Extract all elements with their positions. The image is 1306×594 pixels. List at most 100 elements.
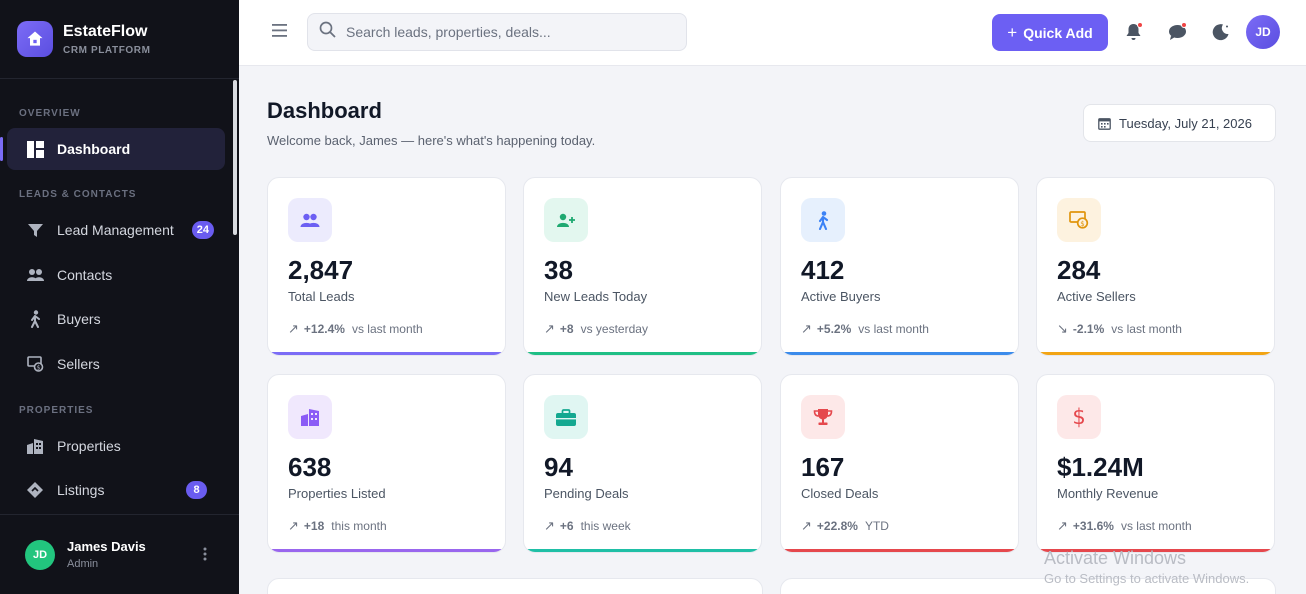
brand-subtitle: CRM PLATFORM xyxy=(63,44,151,56)
stat-card-closed-deals[interactable]: 167 Closed Deals ↗ +22.8% YTD xyxy=(780,374,1019,553)
search-icon xyxy=(319,21,336,43)
stat-card-total-leads[interactable]: 2,847 Total Leads ↗ +12.4% vs last month xyxy=(267,177,506,356)
sidebar-item-label: Lead Management xyxy=(57,222,174,238)
stat-card-active-sellers[interactable]: $ 284 Active Sellers ↘ -2.1% vs last mon… xyxy=(1036,177,1275,356)
sidebar-item-sellers[interactable]: $ Sellers xyxy=(7,343,225,385)
trend-up-icon: ↗ xyxy=(288,321,299,336)
stat-value: 284 xyxy=(1057,255,1101,285)
trend-up-icon: ↗ xyxy=(544,518,555,533)
stat-card-new-leads-today[interactable]: 38 New Leads Today ↗ +8 vs yesterday xyxy=(523,177,762,356)
sidebar-item-label: Listings xyxy=(57,482,105,498)
quick-add-button[interactable]: + Quick Add xyxy=(992,14,1108,51)
sidebar-scrollbar[interactable] xyxy=(233,80,237,235)
page-subtitle: Welcome back, James — here's what's happ… xyxy=(267,133,596,148)
date-chip[interactable]: Tuesday, July 21, 2026 xyxy=(1083,104,1276,142)
svg-text:$: $ xyxy=(1080,220,1084,228)
message-dot xyxy=(1181,22,1187,28)
accent-bar xyxy=(1037,352,1274,355)
stat-label: Pending Deals xyxy=(544,486,629,501)
stat-value: 638 xyxy=(288,452,332,482)
stat-value: 38 xyxy=(544,255,573,285)
accent-bar xyxy=(268,549,505,552)
lead-count-badge: 24 xyxy=(191,221,214,239)
calendar-icon xyxy=(1098,117,1111,130)
trend-up-icon: ↗ xyxy=(1057,518,1068,533)
listing-count-badge: 8 xyxy=(186,481,207,499)
search-box[interactable] xyxy=(307,13,687,51)
stat-trend: ↗ +12.4% vs last month xyxy=(288,321,423,336)
stat-label: Closed Deals xyxy=(801,486,879,501)
search-input[interactable] xyxy=(346,24,666,40)
trend-down-icon: ↘ xyxy=(1057,321,1068,336)
building-icon xyxy=(288,395,332,439)
panel-card xyxy=(267,578,763,594)
stat-trend: ↗ +31.6% vs last month xyxy=(1057,518,1192,533)
hamburger-menu-icon[interactable] xyxy=(272,24,287,42)
page-title: Dashboard xyxy=(267,98,382,123)
building-icon xyxy=(26,437,44,455)
seller-money-icon: $ xyxy=(1057,198,1101,242)
sidebar-item-label: Buyers xyxy=(57,311,101,327)
sidebar-item-label: Properties xyxy=(57,438,121,454)
stat-value: 412 xyxy=(801,255,845,285)
panel-card xyxy=(780,578,1276,594)
stat-label: New Leads Today xyxy=(544,289,648,304)
stat-card-pending-deals[interactable]: 94 Pending Deals ↗ +6 this week xyxy=(523,374,762,553)
accent-bar xyxy=(1037,549,1274,552)
funnel-icon xyxy=(26,221,44,239)
walking-person-icon xyxy=(801,198,845,242)
section-label-overview: OVERVIEW xyxy=(19,108,81,119)
quick-add-label: Quick Add xyxy=(1023,24,1093,41)
sidebar-item-lead-management[interactable]: Lead Management 24 xyxy=(7,209,225,251)
notification-dot xyxy=(1137,22,1143,28)
sidebar-item-label: Dashboard xyxy=(57,141,131,157)
more-vertical-icon[interactable] xyxy=(203,547,207,566)
sidebar-item-listings[interactable]: Listings 8 xyxy=(7,469,225,511)
trend-up-icon: ↗ xyxy=(801,321,812,336)
dashboard-icon xyxy=(26,140,44,158)
stat-label: Monthly Revenue xyxy=(1057,486,1159,501)
top-header: + Quick Add JD xyxy=(239,0,1306,66)
trend-up-icon: ↗ xyxy=(288,518,299,533)
stat-label: Total Leads xyxy=(288,289,355,304)
add-user-icon xyxy=(544,198,588,242)
header-avatar[interactable]: JD xyxy=(1246,15,1280,49)
accent-bar xyxy=(781,549,1018,552)
seller-money-icon: $ xyxy=(26,355,44,373)
user-role: Admin xyxy=(67,558,99,570)
windows-activation-watermark: Activate Windows Go to Settings to activ… xyxy=(1044,548,1250,586)
dollar-icon: $ xyxy=(1057,395,1101,439)
sidebar-item-dashboard[interactable]: Dashboard xyxy=(0,128,225,170)
stat-trend: ↗ +18 this month xyxy=(288,518,387,533)
section-label-leads-contacts: LEADS & CONTACTS xyxy=(19,189,137,200)
accent-bar xyxy=(781,352,1018,355)
stat-card-active-buyers[interactable]: 412 Active Buyers ↗ +5.2% vs last month xyxy=(780,177,1019,356)
walking-person-icon xyxy=(26,310,44,328)
user-profile[interactable]: JD James Davis Admin xyxy=(0,514,239,594)
stat-value: $1.24M xyxy=(1057,452,1144,482)
stat-value: 94 xyxy=(544,452,573,482)
stat-trend: ↘ -2.1% vs last month xyxy=(1057,321,1182,336)
user-avatar: JD xyxy=(25,539,55,570)
sidebar: EstateFlow CRM PLATFORM OVERVIEW Dashboa… xyxy=(0,0,239,594)
stat-trend: ↗ +8 vs yesterday xyxy=(544,321,648,336)
tag-icon xyxy=(26,481,44,499)
stat-card-properties-listed[interactable]: 638 Properties Listed ↗ +18 this month xyxy=(267,374,506,553)
moon-icon[interactable] xyxy=(1210,21,1232,43)
trend-up-icon: ↗ xyxy=(801,518,812,533)
sidebar-item-buyers[interactable]: Buyers xyxy=(7,298,225,340)
bell-icon[interactable] xyxy=(1122,21,1144,43)
stat-trend: ↗ +5.2% vs last month xyxy=(801,321,929,336)
stat-card-monthly-revenue[interactable]: $ $1.24M Monthly Revenue ↗ +31.6% vs las… xyxy=(1036,374,1275,553)
plus-icon: + xyxy=(1007,22,1018,42)
sidebar-item-properties[interactable]: Properties xyxy=(7,425,225,467)
sidebar-item-contacts[interactable]: Contacts xyxy=(7,254,225,296)
chat-icon[interactable] xyxy=(1166,21,1188,43)
brand[interactable]: EstateFlow CRM PLATFORM xyxy=(0,0,239,79)
stat-label: Active Buyers xyxy=(801,289,881,304)
accent-bar xyxy=(524,549,761,552)
svg-text:$: $ xyxy=(36,364,40,371)
sidebar-item-label: Sellers xyxy=(57,356,100,372)
brand-name: EstateFlow xyxy=(63,22,148,40)
contacts-icon xyxy=(26,266,44,284)
